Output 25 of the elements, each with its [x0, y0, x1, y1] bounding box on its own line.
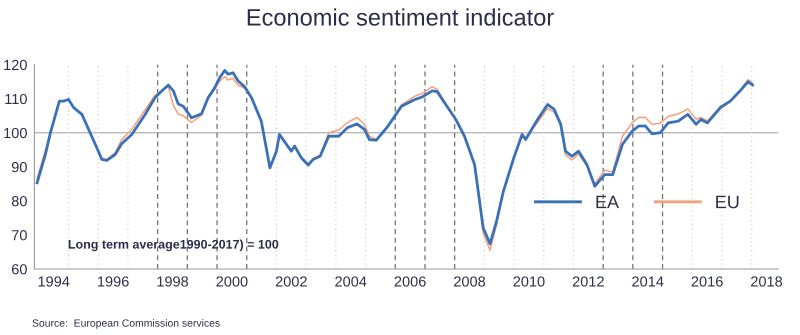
legend-label: EA: [596, 196, 620, 208]
annotation: Long term average1990-2017) = 100: [68, 240, 278, 252]
x-tick-label: 2012: [572, 276, 604, 287]
x-tick-label: 2016: [692, 276, 723, 287]
source-note: Source: European Commission services: [32, 319, 220, 329]
y-tick-label: 70: [12, 230, 27, 240]
y-tick-label: 80: [12, 196, 27, 206]
y-tick-label: 60: [12, 264, 27, 274]
x-tick-label: 1994: [38, 276, 70, 287]
legend-label: EU: [716, 196, 738, 208]
chart-title: Economic sentiment indicator: [248, 8, 554, 26]
x-tick-label: 2010: [513, 276, 545, 287]
x-tick-label: 2008: [454, 276, 486, 287]
x-tick-label: 1996: [98, 276, 129, 287]
x-tick-label: 2018: [751, 276, 782, 287]
y-tick-label: 90: [12, 162, 27, 172]
x-tick-label: 2002: [276, 276, 307, 287]
x-tick-label: 1998: [157, 276, 188, 287]
x-tick-label: 2004: [335, 276, 367, 287]
x-tick-label: 2006: [394, 276, 426, 287]
x-tick-label: 2000: [216, 276, 248, 287]
y-tick-label: 100: [4, 128, 27, 138]
y-tick-label: 120: [4, 60, 27, 70]
x-tick-label: 2014: [632, 276, 664, 287]
y-tick-label: 110: [5, 94, 27, 104]
